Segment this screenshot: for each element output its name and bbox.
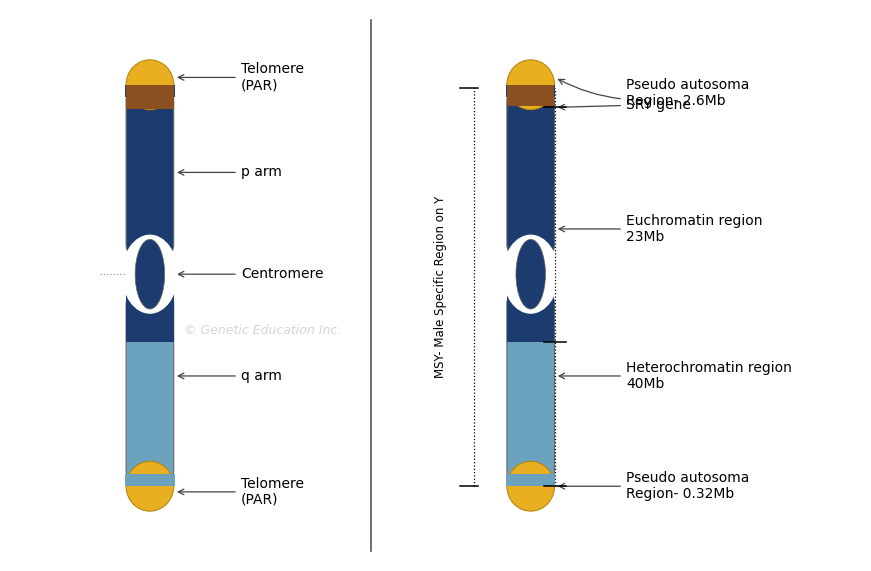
Bar bbox=[507, 288, 555, 342]
Bar bbox=[507, 85, 555, 106]
Text: q arm: q arm bbox=[179, 369, 281, 383]
Text: Centromere: Centromere bbox=[179, 267, 323, 281]
Ellipse shape bbox=[122, 235, 178, 314]
FancyBboxPatch shape bbox=[507, 288, 555, 486]
Text: Pseudo autosoma
Region- 2.6Mb: Pseudo autosoma Region- 2.6Mb bbox=[558, 78, 749, 108]
FancyBboxPatch shape bbox=[126, 85, 173, 260]
Bar bbox=[126, 288, 173, 342]
Bar bbox=[126, 85, 173, 108]
FancyBboxPatch shape bbox=[507, 85, 555, 260]
Text: SRY gene: SRY gene bbox=[559, 98, 691, 111]
Ellipse shape bbox=[135, 239, 165, 309]
Ellipse shape bbox=[126, 461, 173, 511]
Bar bbox=[507, 85, 555, 106]
Text: Heterochromatin region
40Mb: Heterochromatin region 40Mb bbox=[559, 361, 792, 391]
Bar bbox=[126, 85, 173, 108]
Text: MSY- Male Specific Region on Y: MSY- Male Specific Region on Y bbox=[434, 196, 447, 378]
Ellipse shape bbox=[126, 60, 173, 110]
Ellipse shape bbox=[503, 235, 559, 314]
Text: Telomere
(PAR): Telomere (PAR) bbox=[179, 477, 304, 507]
Ellipse shape bbox=[507, 60, 555, 110]
Ellipse shape bbox=[516, 239, 545, 309]
Bar bbox=[506, 85, 556, 97]
Text: © Genetic Education Inc.: © Genetic Education Inc. bbox=[184, 324, 341, 337]
Bar bbox=[506, 474, 556, 486]
Text: Euchromatin region
23Mb: Euchromatin region 23Mb bbox=[559, 214, 762, 244]
Text: Telomere
(PAR): Telomere (PAR) bbox=[179, 62, 304, 93]
Ellipse shape bbox=[507, 461, 555, 511]
Text: Pseudo autosoma
Region- 0.32Mb: Pseudo autosoma Region- 0.32Mb bbox=[559, 471, 749, 501]
Text: p arm: p arm bbox=[179, 166, 281, 179]
FancyBboxPatch shape bbox=[126, 288, 173, 486]
Bar bbox=[125, 85, 174, 97]
Bar bbox=[125, 474, 174, 486]
